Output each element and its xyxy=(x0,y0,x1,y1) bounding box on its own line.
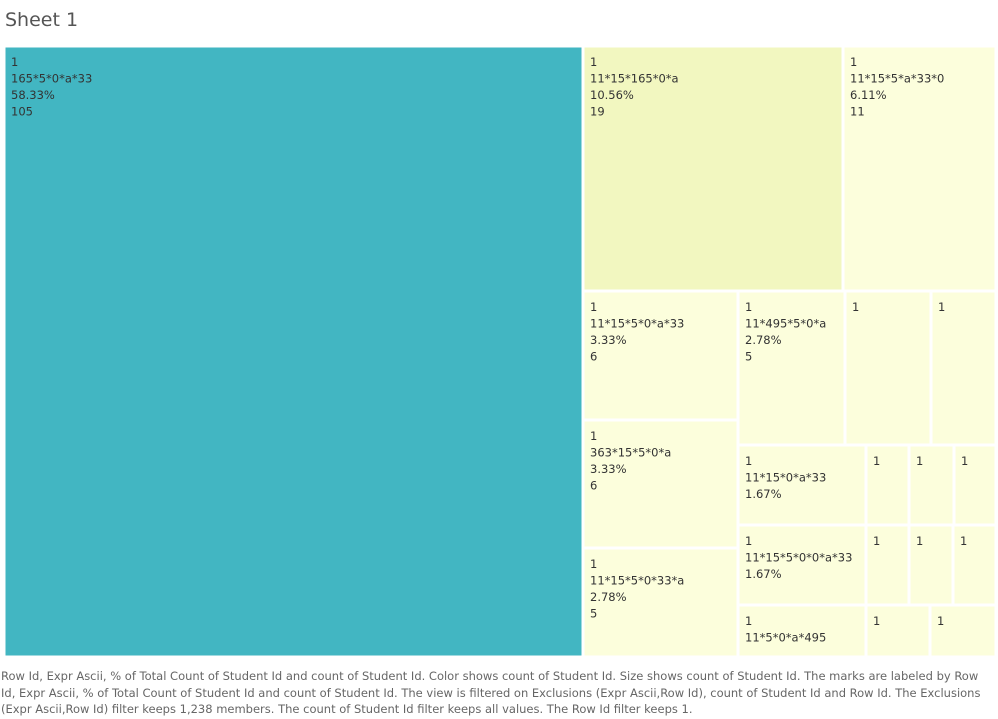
tile-row-id-label: 1 xyxy=(937,614,944,628)
tile-percent-label: 1.67% xyxy=(745,567,782,581)
treemap-tile-rect[interactable] xyxy=(583,420,738,548)
tile-expr-label: 363*15*5*0*a xyxy=(590,446,671,460)
treemap-tile[interactable]: 1 363*15*5*0*a 3.33% 6 xyxy=(583,420,738,548)
tile-row-id-label: 1 xyxy=(11,55,18,69)
sheet-title: Sheet 1 xyxy=(5,9,79,31)
treemap-tile-rect[interactable] xyxy=(738,291,845,445)
treemap-tile[interactable]: 1 xyxy=(866,445,909,525)
treemap-tile[interactable]: 1 xyxy=(931,291,996,445)
tile-row-id-label: 1 xyxy=(590,557,597,571)
tile-expr-label: 11*15*5*a*33*0 xyxy=(850,72,944,86)
treemap-tile-rect[interactable] xyxy=(954,445,996,525)
tile-row-id-label: 1 xyxy=(745,300,752,314)
tile-expr-label: 165*5*0*a*33 xyxy=(11,72,92,86)
tile-percent-label: 10.56% xyxy=(590,88,634,102)
tile-count-label: 105 xyxy=(11,105,33,119)
treemap-tile[interactable]: 1 xyxy=(930,605,996,657)
tile-percent-label: 2.78% xyxy=(745,333,782,347)
tile-row-id-label: 1 xyxy=(590,55,597,69)
tile-row-id-label: 1 xyxy=(873,454,880,468)
treemap-tile[interactable]: 1 xyxy=(845,291,931,445)
treemap-tile[interactable]: 1 11*5*0*a*495 xyxy=(738,605,866,657)
tile-row-id-label: 1 xyxy=(916,534,923,548)
tile-row-id-label: 1 xyxy=(873,614,880,628)
tile-count-label: 6 xyxy=(590,479,597,493)
tile-row-id-label: 1 xyxy=(916,454,923,468)
tile-count-label: 5 xyxy=(590,607,597,621)
tile-row-id-label: 1 xyxy=(938,300,945,314)
tile-expr-label: 11*15*5*0*a*33 xyxy=(590,317,684,331)
tile-percent-label: 1.67% xyxy=(745,487,782,501)
tile-count-label: 11 xyxy=(850,105,865,119)
treemap-tile[interactable]: 1 11*15*5*0*0*a*33 1.67% xyxy=(738,525,866,605)
tile-expr-label: 11*15*0*a*33 xyxy=(745,471,826,485)
tile-row-id-label: 1 xyxy=(961,454,968,468)
tile-row-id-label: 1 xyxy=(852,300,859,314)
tile-percent-label: 3.33% xyxy=(590,333,627,347)
treemap-tile-rect[interactable] xyxy=(738,605,866,657)
treemap-tile[interactable]: 1 11*15*5*0*33*a 2.78% 5 xyxy=(583,548,738,657)
treemap-chart: 1 165*5*0*a*33 58.33% 105 1 11*15*165*0*a 10.5… xyxy=(4,46,996,657)
tile-expr-label: 11*5*0*a*495 xyxy=(745,631,826,645)
tile-expr-label: 11*495*5*0*a xyxy=(745,317,826,331)
tile-expr-label: 11*15*165*0*a xyxy=(590,72,679,86)
tile-row-id-label: 1 xyxy=(590,429,597,443)
tile-row-id-label: 1 xyxy=(590,300,597,314)
chart-caption: Row Id, Expr Ascii, % of Total Count of … xyxy=(1,669,981,716)
treemap-tile[interactable]: 1 11*15*5*0*a*33 3.33% 6 xyxy=(583,291,738,420)
treemap-tile-rect[interactable] xyxy=(866,525,909,605)
treemap-tile-rect[interactable] xyxy=(930,605,996,657)
treemap-tile-rect[interactable] xyxy=(738,445,866,525)
tile-row-id-label: 1 xyxy=(745,614,752,628)
tile-count-label: 5 xyxy=(745,350,752,364)
tile-percent-label: 6.11% xyxy=(850,88,887,102)
treemap-tile[interactable]: 1 11*15*5*a*33*0 6.11% 11 xyxy=(843,46,996,291)
treemap-tile[interactable]: 1 11*495*5*0*a 2.78% 5 xyxy=(738,291,845,445)
treemap-tile-rect[interactable] xyxy=(4,46,583,657)
tile-count-label: 19 xyxy=(590,105,605,119)
treemap-tile[interactable]: 1 xyxy=(866,525,909,605)
treemap-tile-rect[interactable] xyxy=(583,46,843,291)
treemap-tile[interactable]: 1 xyxy=(909,445,954,525)
treemap-tile-rect[interactable] xyxy=(931,291,996,445)
treemap-tile[interactable]: 1 11*15*165*0*a 10.56% 19 xyxy=(583,46,843,291)
treemap-tile-rect[interactable] xyxy=(909,525,953,605)
treemap-tile-rect[interactable] xyxy=(583,548,738,657)
tile-row-id-label: 1 xyxy=(850,55,857,69)
treemap-tile[interactable]: 1 xyxy=(909,525,953,605)
treemap-tile-rect[interactable] xyxy=(583,291,738,420)
treemap-tile[interactable]: 1 165*5*0*a*33 58.33% 105 xyxy=(4,46,583,657)
tile-count-label: 6 xyxy=(590,350,597,364)
treemap-tile-rect[interactable] xyxy=(866,605,930,657)
treemap-tile-rect[interactable] xyxy=(843,46,996,291)
tile-row-id-label: 1 xyxy=(960,534,967,548)
treemap-tile[interactable]: 1 11*15*0*a*33 1.67% xyxy=(738,445,866,525)
tile-row-id-label: 1 xyxy=(873,534,880,548)
treemap-tile-rect[interactable] xyxy=(738,525,866,605)
tile-percent-label: 2.78% xyxy=(590,590,627,604)
tile-row-id-label: 1 xyxy=(745,454,752,468)
treemap-tile-rect[interactable] xyxy=(953,525,996,605)
treemap-tile-rect[interactable] xyxy=(866,445,909,525)
tile-row-id-label: 1 xyxy=(745,534,752,548)
treemap-tile[interactable]: 1 xyxy=(954,445,996,525)
treemap-tile-rect[interactable] xyxy=(845,291,931,445)
tile-expr-label: 11*15*5*0*0*a*33 xyxy=(745,551,852,565)
tile-percent-label: 3.33% xyxy=(590,462,627,476)
tile-percent-label: 58.33% xyxy=(11,88,55,102)
tile-expr-label: 11*15*5*0*33*a xyxy=(590,574,684,588)
treemap-tile-rect[interactable] xyxy=(909,445,954,525)
treemap-tile[interactable]: 1 xyxy=(866,605,930,657)
treemap-tile[interactable]: 1 xyxy=(953,525,996,605)
